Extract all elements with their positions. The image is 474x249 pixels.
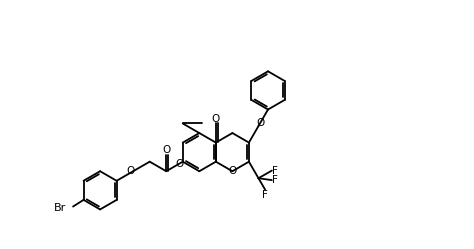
Text: O: O [212, 115, 220, 124]
Text: F: F [273, 166, 278, 176]
Text: Br: Br [54, 203, 66, 213]
Text: F: F [273, 175, 278, 185]
Text: O: O [176, 159, 184, 169]
Text: O: O [256, 118, 264, 128]
Text: F: F [262, 190, 268, 200]
Text: O: O [162, 145, 170, 155]
Text: O: O [127, 166, 135, 176]
Text: O: O [228, 166, 237, 176]
